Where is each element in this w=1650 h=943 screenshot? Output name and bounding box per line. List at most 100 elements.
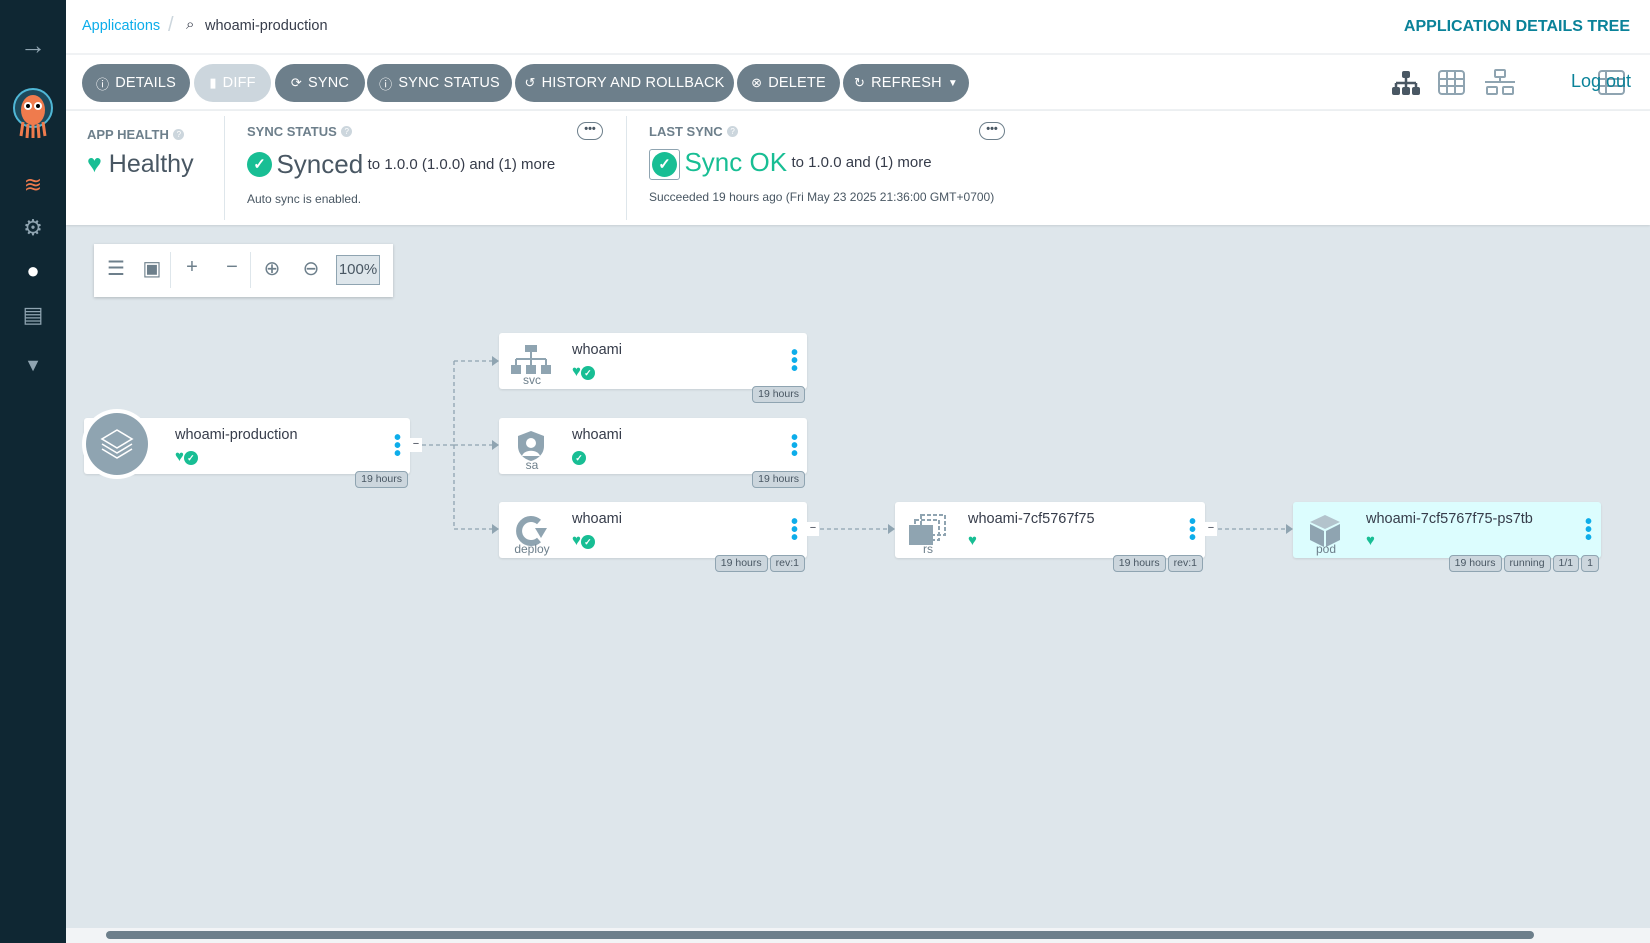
replicaset-icon bbox=[905, 514, 949, 551]
caret-down-icon: ▼ bbox=[947, 77, 958, 89]
edge-arrow bbox=[492, 524, 499, 534]
check-circle-icon: ✓ bbox=[572, 451, 586, 465]
age-tag: 19 hours bbox=[1448, 555, 1502, 572]
heart-icon: ♥ bbox=[572, 532, 581, 549]
phase-tag: running bbox=[1503, 555, 1551, 572]
rs-node[interactable]: rs whoami-7cf5767f75 ♥ • • • 19 hours rev:1 bbox=[895, 502, 1205, 572]
age-tag: 19 hours bbox=[1112, 555, 1166, 572]
service-account-icon bbox=[509, 430, 553, 467]
zoom-level[interactable]: 100% bbox=[336, 255, 380, 285]
node-name: whoami-7cf5767f75-ps7tb bbox=[1366, 511, 1533, 527]
history-icon: ↺ bbox=[524, 75, 536, 90]
node-name: whoami bbox=[572, 427, 622, 443]
revision-tag: rev:1 bbox=[1167, 555, 1203, 572]
revision-tag: rev:1 bbox=[769, 555, 805, 572]
kind-label: rs bbox=[923, 542, 933, 556]
delete-label: DELETE bbox=[768, 75, 826, 91]
svc-node[interactable]: svc whoami ♥ ✓ • • • 19 hours bbox=[499, 333, 807, 403]
breadcrumb-applications[interactable]: Applications bbox=[82, 18, 161, 34]
diff-label: DIFF bbox=[222, 75, 256, 91]
app-health-section: APP HEALTH ? ♥ Healthy bbox=[87, 126, 194, 179]
edge-arrow bbox=[492, 440, 499, 450]
sync-button[interactable]: ⟳ SYNC bbox=[275, 64, 365, 102]
kind-label: deploy bbox=[514, 542, 550, 556]
network-view-icon[interactable] bbox=[1484, 69, 1516, 101]
age-tag: 19 hours bbox=[714, 555, 768, 572]
argo-logo[interactable] bbox=[12, 88, 54, 139]
logout-link[interactable]: Log out bbox=[1571, 71, 1632, 91]
status-panel: APP HEALTH ? ♥ Healthy SYNC STATUS ? ✓ S… bbox=[66, 111, 1650, 225]
ready-tag: 1/1 bbox=[1552, 555, 1580, 572]
pods-grid-icon[interactable] bbox=[1438, 70, 1465, 100]
refresh-label: REFRESH bbox=[871, 75, 942, 91]
align-left-icon[interactable]: ☰ bbox=[107, 258, 125, 280]
last-sync-more-button[interactable]: ••• bbox=[979, 122, 1005, 140]
help-icon[interactable]: ? bbox=[341, 126, 353, 138]
node-menu-icon[interactable]: • • • bbox=[394, 427, 402, 465]
check-circle-icon: ✓ bbox=[580, 366, 595, 380]
delete-circle-icon: ⊗ bbox=[751, 75, 763, 90]
sa-node[interactable]: sa whoami ✓ • • • 19 hours bbox=[499, 418, 807, 488]
service-icon bbox=[509, 345, 553, 380]
age-tag: 19 hours bbox=[752, 386, 805, 403]
restarts-tag: 1 bbox=[1581, 555, 1599, 572]
details-label: DETAILS bbox=[115, 75, 176, 91]
filter-icon[interactable]: ▼ bbox=[24, 355, 42, 375]
list-view-icon[interactable] bbox=[1598, 70, 1625, 100]
check-circle-icon: ✓ bbox=[183, 451, 198, 465]
help-icon[interactable]: ? bbox=[173, 129, 185, 141]
tree-view-icon[interactable] bbox=[1391, 70, 1421, 101]
check-circle-icon: ✓ bbox=[649, 149, 680, 180]
history-rollback-button[interactable]: ↺ HISTORY AND ROLLBACK bbox=[515, 64, 734, 102]
edge-app-children bbox=[422, 360, 493, 530]
collapse-toggle[interactable]: − bbox=[1205, 522, 1217, 536]
info-icon: ⓘ bbox=[96, 76, 110, 92]
user-icon[interactable]: ● bbox=[26, 258, 40, 283]
expand-plus-icon[interactable]: + bbox=[186, 256, 198, 278]
app-health-label: APP HEALTH bbox=[87, 127, 169, 142]
help-icon[interactable]: ? bbox=[727, 126, 739, 138]
sidebar: → ≋ ⚙ ● ▤ ▼ bbox=[0, 0, 66, 943]
applications-layers-icon[interactable]: ≋ bbox=[23, 172, 43, 197]
delete-button[interactable]: ⊗ DELETE bbox=[737, 64, 840, 102]
heart-icon: ♥ bbox=[1366, 532, 1375, 549]
sync-status-button[interactable]: ⓘ SYNC STATUS bbox=[367, 64, 512, 102]
zoom-out-icon[interactable]: ⊖ bbox=[302, 258, 320, 280]
collapse-minus-icon[interactable]: − bbox=[226, 256, 238, 278]
sync-status-label: SYNC STATUS bbox=[247, 124, 337, 139]
heart-icon: ♥ bbox=[572, 363, 581, 380]
node-menu-icon[interactable]: • • • bbox=[791, 511, 799, 549]
last-sync-section: LAST SYNC ? ✓ Sync OK to 1.0.0 and (1) m… bbox=[649, 123, 994, 204]
zoom-in-icon[interactable]: ⊕ bbox=[263, 258, 281, 280]
horizontal-scrollbar-thumb[interactable] bbox=[106, 931, 1534, 939]
last-sync-value: Sync OK bbox=[684, 147, 788, 177]
check-circle-icon: ✓ bbox=[580, 535, 595, 549]
docs-icon[interactable]: ▤ bbox=[22, 302, 44, 327]
top-header: Applications / ⌕ whoami-production APPLI… bbox=[66, 0, 1650, 55]
sync-status-more-button[interactable]: ••• bbox=[577, 122, 603, 140]
check-circle-icon: ✓ bbox=[247, 152, 272, 177]
heart-icon: ♥ bbox=[968, 532, 977, 549]
sync-icon: ⟳ bbox=[290, 75, 302, 90]
collapse-toggle[interactable]: − bbox=[807, 522, 819, 536]
diff-button[interactable]: ▮ DIFF bbox=[194, 64, 271, 102]
age-tag: 19 hours bbox=[752, 471, 805, 488]
edge-arrow bbox=[1286, 524, 1293, 534]
node-menu-icon[interactable]: • • • bbox=[791, 342, 799, 380]
breadcrumb-current: whoami-production bbox=[205, 18, 328, 34]
sync-label: SYNC bbox=[308, 75, 350, 91]
node-name: whoami-production bbox=[175, 427, 298, 443]
details-button[interactable]: ⓘ DETAILS bbox=[82, 64, 190, 102]
kind-label: sa bbox=[525, 458, 539, 472]
pod-node[interactable]: pod whoami-7cf5767f75-ps7tb ♥ • • • 19 hou… bbox=[1293, 502, 1601, 572]
collapse-toggle[interactable]: − bbox=[410, 438, 422, 452]
deploy-node[interactable]: deploy whoami ♥ ✓ • • • 19 hours rev:1 bbox=[499, 502, 807, 572]
expand-arrow-icon[interactable]: → bbox=[20, 30, 46, 60]
fit-screen-icon[interactable]: ▣ bbox=[142, 258, 162, 280]
node-menu-icon[interactable]: • • • bbox=[1585, 511, 1593, 549]
settings-gear-icon[interactable]: ⚙ bbox=[23, 215, 43, 240]
refresh-icon: ↻ bbox=[854, 75, 866, 90]
refresh-button[interactable]: ↻ REFRESH ▼ bbox=[843, 64, 969, 102]
node-menu-icon[interactable]: • • • bbox=[1189, 511, 1197, 549]
node-menu-icon[interactable]: • • • bbox=[791, 427, 799, 465]
